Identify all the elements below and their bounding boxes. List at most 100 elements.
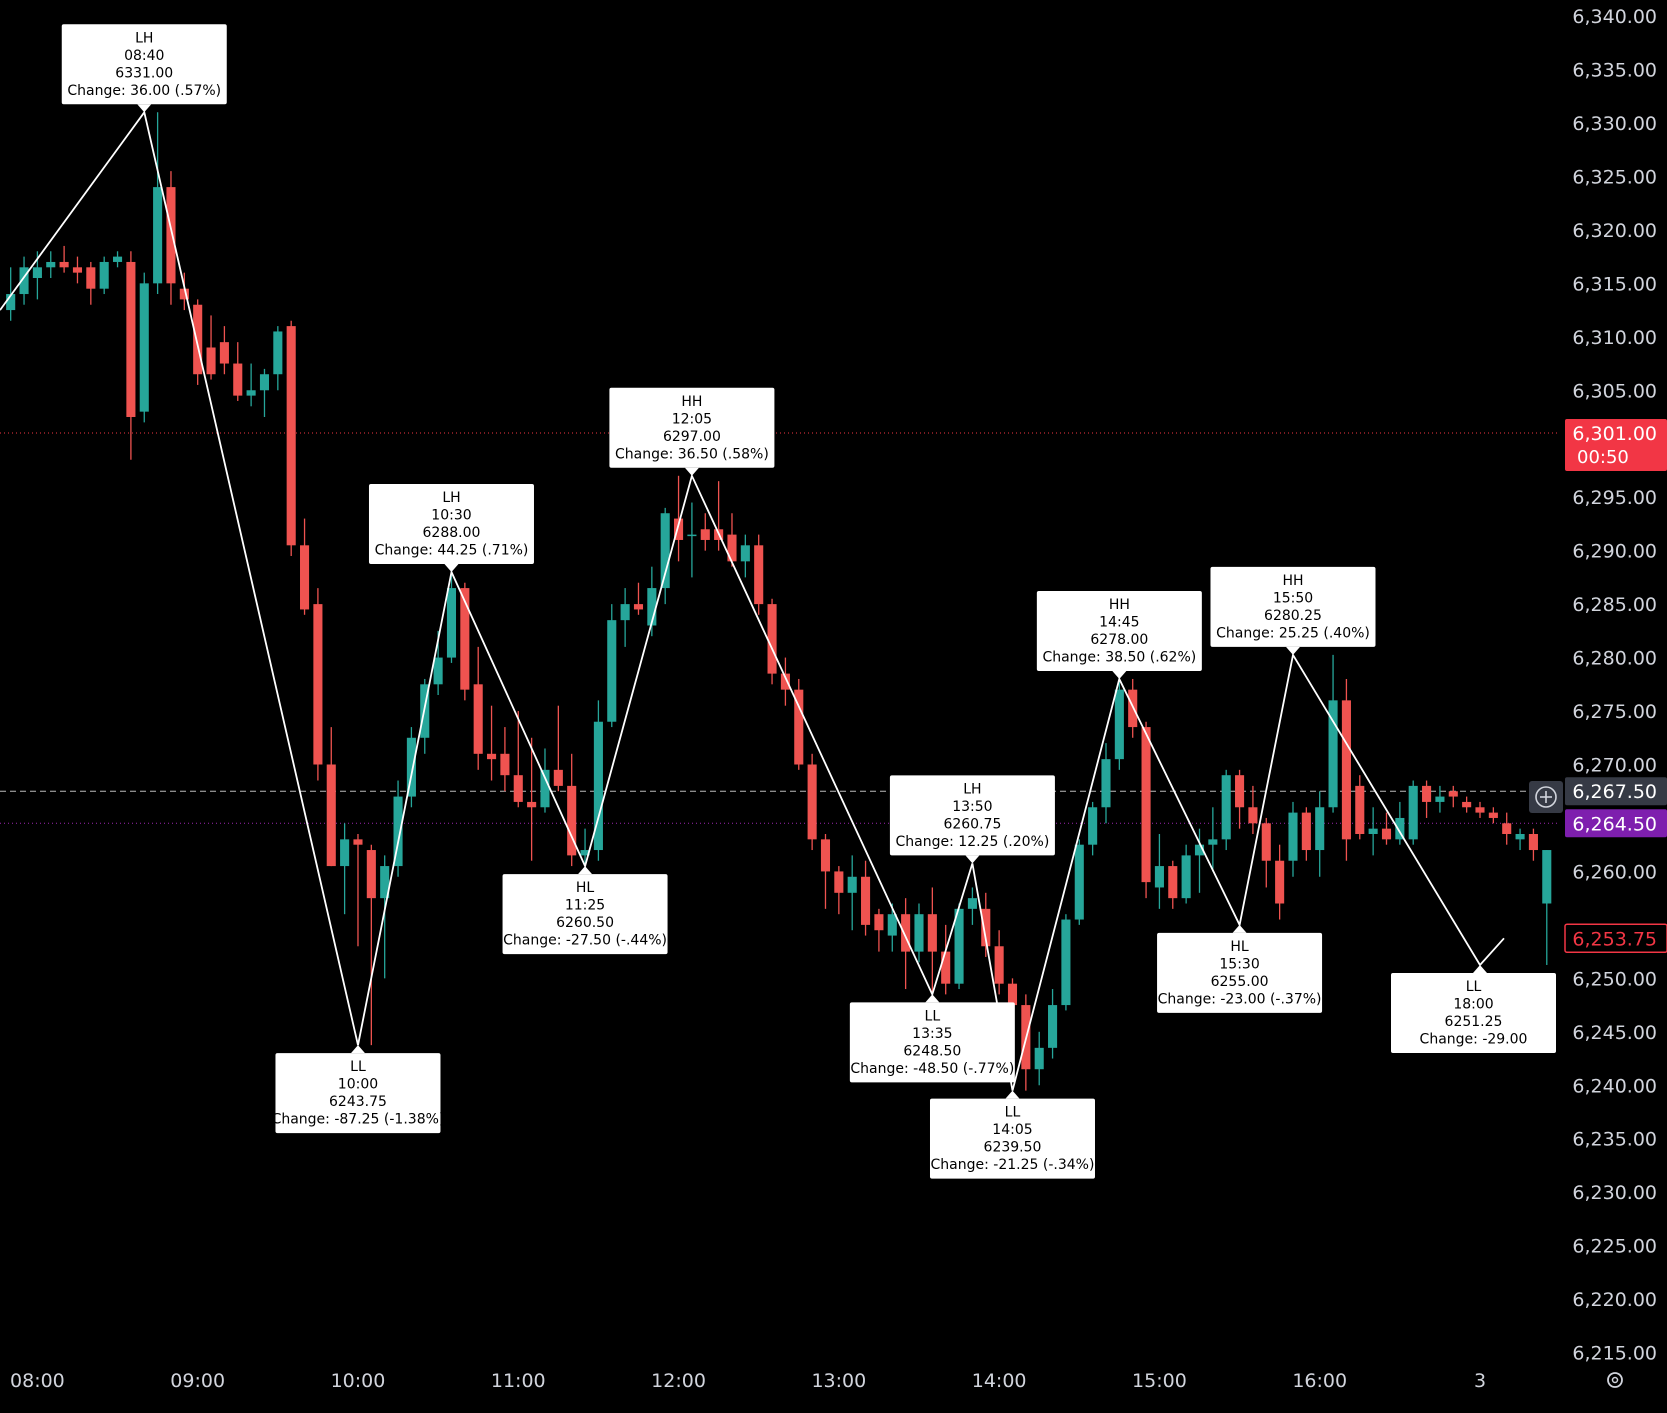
candle[interactable] <box>674 475 684 562</box>
price-axis[interactable]: 6,340.00 6,335.00 6,330.00 6,325.00 6,320.00… <box>1572 6 1657 1365</box>
candle[interactable] <box>1515 828 1525 851</box>
candle[interactable] <box>1422 780 1432 818</box>
candle[interactable] <box>139 272 149 423</box>
candle[interactable] <box>914 903 924 963</box>
candles[interactable] <box>6 112 1552 1091</box>
candle[interactable] <box>1301 807 1311 861</box>
candle[interactable] <box>1448 785 1458 808</box>
candle[interactable] <box>1114 678 1124 770</box>
candle[interactable] <box>660 507 670 605</box>
candle[interactable] <box>967 887 977 925</box>
candle[interactable] <box>59 245 69 273</box>
candle[interactable] <box>473 646 483 770</box>
candle[interactable] <box>861 860 871 936</box>
candle[interactable] <box>1328 654 1338 813</box>
candle[interactable] <box>1408 780 1418 845</box>
candle[interactable] <box>1034 1031 1044 1086</box>
plus-circle-icon[interactable] <box>1529 781 1563 813</box>
candle[interactable] <box>1542 850 1552 965</box>
candle[interactable] <box>1368 807 1378 856</box>
candle[interactable] <box>179 272 189 311</box>
candle[interactable] <box>219 326 229 375</box>
candle[interactable] <box>927 887 937 995</box>
candle[interactable] <box>1475 801 1485 818</box>
candle[interactable] <box>326 727 336 867</box>
candle[interactable] <box>1528 828 1538 861</box>
candle[interactable] <box>1502 812 1512 845</box>
candle[interactable] <box>1261 817 1271 888</box>
candle[interactable] <box>954 903 964 990</box>
candle[interactable] <box>300 518 310 615</box>
candle[interactable] <box>1381 812 1392 845</box>
candle[interactable] <box>527 737 537 861</box>
candle[interactable] <box>86 261 96 305</box>
candle[interactable] <box>1154 834 1164 909</box>
candle[interactable] <box>72 256 83 284</box>
candle[interactable] <box>273 326 283 391</box>
candle[interactable] <box>727 513 737 567</box>
candle[interactable] <box>780 657 790 706</box>
candle[interactable] <box>446 572 457 663</box>
candle[interactable] <box>1315 791 1325 877</box>
candle[interactable] <box>1288 801 1298 877</box>
candle[interactable] <box>1462 796 1472 813</box>
candle[interactable] <box>1355 775 1365 840</box>
candle[interactable] <box>46 251 56 278</box>
candle[interactable] <box>1488 807 1498 824</box>
candle[interactable] <box>567 753 577 867</box>
candle[interactable] <box>740 534 750 578</box>
candle[interactable] <box>834 866 844 915</box>
candle[interactable] <box>1194 828 1205 893</box>
candle[interactable] <box>540 748 550 813</box>
candle[interactable] <box>313 588 323 781</box>
candle[interactable] <box>700 513 710 551</box>
candle[interactable] <box>353 834 363 947</box>
candle[interactable] <box>941 924 951 995</box>
candle[interactable] <box>500 727 510 792</box>
time-axis[interactable]: 08:00 09:00 10:00 11:00 12:00 13:00 14:00 15:00… <box>10 1370 1486 1392</box>
candle[interactable] <box>487 705 497 781</box>
candle[interactable] <box>1248 785 1258 834</box>
candle[interactable] <box>847 855 857 931</box>
candle[interactable] <box>607 604 617 728</box>
candle[interactable] <box>1395 801 1405 845</box>
candle[interactable] <box>19 256 29 305</box>
candle[interactable] <box>113 251 123 268</box>
candle[interactable] <box>1341 678 1351 861</box>
candle[interactable] <box>593 700 603 861</box>
candle[interactable] <box>1181 844 1191 904</box>
candle[interactable] <box>246 363 256 407</box>
candle[interactable] <box>99 256 109 295</box>
candle[interactable] <box>1235 769 1245 829</box>
candle[interactable] <box>1168 860 1178 909</box>
candle[interactable] <box>994 930 1004 995</box>
candle[interactable] <box>286 320 296 556</box>
candle[interactable] <box>620 588 630 647</box>
candle[interactable] <box>1061 914 1071 1011</box>
candle[interactable] <box>887 903 897 952</box>
candle[interactable] <box>1101 743 1111 824</box>
candle[interactable] <box>1048 989 1058 1059</box>
candle[interactable] <box>794 678 804 770</box>
candle[interactable] <box>633 582 644 615</box>
candle[interactable] <box>340 823 350 915</box>
candle[interactable] <box>1275 844 1285 920</box>
candle[interactable] <box>553 705 563 792</box>
candle[interactable] <box>206 315 216 380</box>
candle[interactable] <box>406 727 416 808</box>
candle[interactable] <box>767 598 777 685</box>
candle[interactable] <box>820 834 831 909</box>
candle[interactable] <box>807 753 817 851</box>
candle[interactable] <box>259 368 270 417</box>
candle[interactable] <box>233 342 243 401</box>
candle[interactable] <box>166 171 176 305</box>
candle[interactable] <box>1088 801 1098 856</box>
candle[interactable] <box>1435 785 1445 813</box>
candle[interactable] <box>126 251 136 460</box>
candle[interactable] <box>874 908 884 952</box>
candle[interactable] <box>1208 807 1218 872</box>
gear-icon[interactable] <box>1607 1372 1623 1388</box>
candle[interactable] <box>1221 769 1231 851</box>
candle[interactable] <box>393 780 403 877</box>
